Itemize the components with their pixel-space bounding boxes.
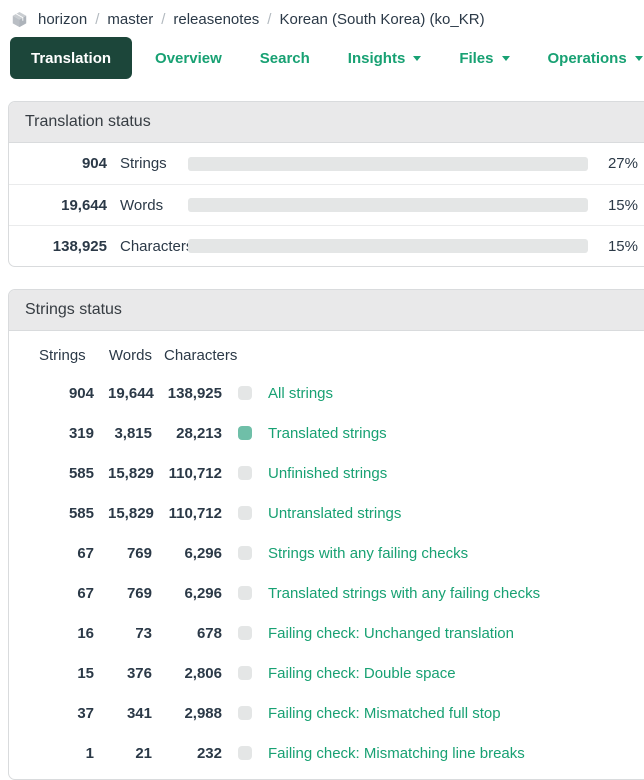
- breadcrumb-project[interactable]: horizon: [38, 11, 88, 28]
- table-row: 16 73 678 Failing check: Unchanged trans…: [77, 624, 514, 642]
- chevron-down-icon: [413, 55, 422, 61]
- characters-label: Characters: [120, 237, 194, 255]
- progress-row-words: 19,644 Words 15%: [9, 184, 644, 225]
- tab-files[interactable]: Files: [459, 50, 510, 67]
- panel-title: Translation status: [9, 102, 644, 143]
- color-swatch: [238, 426, 252, 440]
- tab-operations[interactable]: Operations: [548, 50, 643, 67]
- color-swatch: [238, 386, 252, 400]
- table-row: 37 341 2,988 Failing check: Mismatched f…: [77, 704, 501, 722]
- breadcrumb-separator: /: [161, 11, 166, 28]
- cube-icon: [10, 10, 29, 29]
- link-translated-strings[interactable]: Translated strings: [268, 424, 387, 442]
- table-row: 67 769 6,296 Strings with any failing ch…: [77, 544, 469, 562]
- link-check-unchanged-translation[interactable]: Failing check: Unchanged translation: [268, 624, 514, 642]
- breadcrumb-separator: /: [267, 11, 272, 28]
- strings-status-panel: Strings status Strings Words Characters …: [8, 289, 644, 780]
- strings-status-table: Strings Words Characters 904 19,644 138,…: [9, 331, 644, 779]
- table-row: 67 769 6,296 Translated strings with any…: [77, 584, 541, 602]
- color-swatch: [238, 506, 252, 520]
- tab-bar: Translation Overview Search Insights Fil…: [10, 37, 644, 79]
- tab-insights[interactable]: Insights: [348, 50, 422, 67]
- link-check-mismatched-full-stop[interactable]: Failing check: Mismatched full stop: [268, 704, 501, 722]
- table-row: 585 15,829 110,712 Untranslated strings: [68, 504, 402, 522]
- table-row: 904 19,644 138,925 All strings: [68, 384, 334, 402]
- characters-progress-bar: [188, 239, 588, 253]
- strings-progress-bar: [188, 156, 588, 171]
- tab-translation[interactable]: Translation: [10, 37, 133, 79]
- column-header-words: Words: [108, 346, 152, 364]
- chevron-down-icon: [501, 55, 510, 61]
- link-check-double-space[interactable]: Failing check: Double space: [268, 664, 456, 682]
- tab-overview[interactable]: Overview: [155, 49, 222, 67]
- words-label: Words: [120, 196, 164, 214]
- column-header-characters: Characters: [164, 346, 238, 364]
- strings-label: Strings: [120, 155, 167, 172]
- link-untranslated-strings[interactable]: Untranslated strings: [268, 504, 402, 522]
- link-all-strings[interactable]: All strings: [268, 384, 334, 402]
- breadcrumb-branch[interactable]: master: [107, 11, 154, 28]
- color-swatch: [238, 626, 252, 640]
- table-row: 15 376 2,806 Failing check: Double space: [77, 664, 456, 682]
- translation-status-panel: Translation status 904 Strings 27% 19,64…: [8, 101, 644, 267]
- color-swatch: [238, 746, 252, 760]
- table-row: 1 21 232 Failing check: Mismatching line…: [85, 744, 525, 762]
- chevron-down-icon: [634, 55, 643, 61]
- breadcrumb-component[interactable]: releasenotes: [173, 11, 260, 28]
- progress-row-characters: 138,925 Characters 15%: [9, 225, 644, 266]
- breadcrumb-separator: /: [95, 11, 100, 28]
- link-unfinished-strings[interactable]: Unfinished strings: [268, 464, 388, 482]
- link-check-mismatching-line-breaks[interactable]: Failing check: Mismatching line breaks: [268, 744, 525, 762]
- link-failing-checks-strings[interactable]: Strings with any failing checks: [268, 544, 469, 562]
- breadcrumb: horizon / master / releasenotes / Korean…: [0, 0, 644, 30]
- color-swatch: [238, 706, 252, 720]
- table-row: 585 15,829 110,712 Unfinished strings: [68, 464, 388, 482]
- strings-count: 904: [81, 155, 107, 172]
- strings-percent: 27%: [607, 155, 638, 172]
- color-swatch: [238, 586, 252, 600]
- characters-percent: 15%: [607, 237, 638, 255]
- words-percent: 15%: [607, 196, 638, 214]
- words-count: 19,644: [61, 196, 107, 214]
- tab-search[interactable]: Search: [259, 49, 310, 67]
- characters-count: 138,925: [52, 237, 107, 255]
- table-header-row: Strings Words Characters: [9, 337, 644, 373]
- color-swatch: [238, 666, 252, 680]
- words-progress-bar: [188, 198, 588, 212]
- panel-title: Strings status: [9, 290, 644, 331]
- breadcrumb-language: Korean (South Korea) (ko_KR): [279, 11, 485, 28]
- color-swatch: [238, 546, 252, 560]
- progress-row-strings: 904 Strings 27%: [9, 143, 644, 184]
- link-translated-failing-checks[interactable]: Translated strings with any failing chec…: [268, 584, 541, 602]
- table-row: 319 3,815 28,213 Translated strings: [68, 424, 387, 442]
- color-swatch: [238, 466, 252, 480]
- column-header-strings: Strings: [39, 346, 86, 364]
